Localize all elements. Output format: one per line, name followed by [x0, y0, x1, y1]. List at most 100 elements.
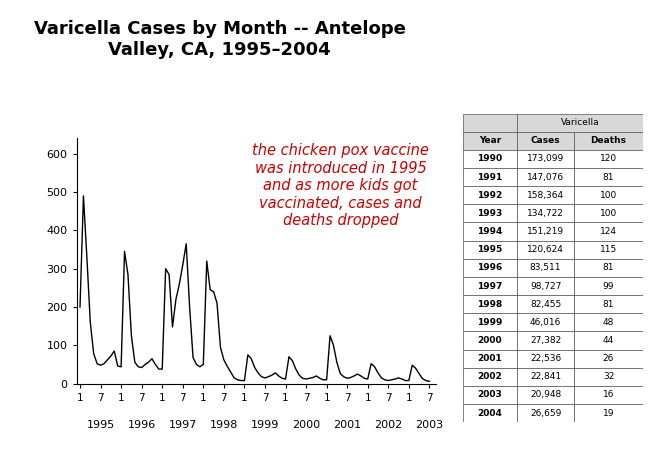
Bar	[517, 350, 574, 368]
Text: Cases: Cases	[531, 136, 560, 145]
Text: 147,076: 147,076	[527, 173, 564, 182]
Text: 1999: 1999	[251, 420, 279, 430]
Bar	[517, 259, 574, 277]
Text: 1996: 1996	[128, 420, 156, 430]
Text: 27,382: 27,382	[530, 336, 561, 345]
Bar	[574, 186, 643, 204]
Text: 1996: 1996	[478, 263, 502, 272]
Text: Deaths: Deaths	[591, 136, 627, 145]
Text: 1995: 1995	[478, 245, 502, 254]
Text: 26: 26	[603, 354, 614, 363]
Bar	[574, 204, 643, 222]
Text: 82,455: 82,455	[530, 300, 561, 309]
Text: 158,364: 158,364	[527, 191, 564, 200]
Text: 100: 100	[600, 191, 617, 200]
Text: 1993: 1993	[478, 209, 502, 218]
Text: 1995: 1995	[87, 420, 115, 430]
Text: the chicken pox vaccine
was introduced in 1995
and as more kids got
vaccinated, : the chicken pox vaccine was introduced i…	[252, 143, 429, 228]
Bar	[517, 386, 574, 404]
Text: 83,511: 83,511	[530, 263, 561, 272]
Text: 1994: 1994	[477, 227, 503, 236]
Text: 173,099: 173,099	[527, 154, 564, 163]
Text: 1992: 1992	[478, 191, 502, 200]
Bar	[463, 222, 517, 241]
Bar	[517, 241, 574, 259]
Bar	[463, 313, 517, 331]
Bar	[574, 277, 643, 295]
Bar	[463, 331, 517, 350]
Text: 2003: 2003	[478, 390, 502, 400]
Bar	[517, 114, 643, 132]
Bar	[517, 132, 574, 150]
Bar	[517, 404, 574, 422]
Text: 81: 81	[603, 263, 614, 272]
Bar	[517, 277, 574, 295]
Bar	[463, 259, 517, 277]
Text: 99: 99	[603, 281, 614, 291]
Bar	[574, 241, 643, 259]
Bar	[574, 313, 643, 331]
Text: 46,016: 46,016	[530, 318, 561, 327]
Text: 120: 120	[600, 154, 617, 163]
Bar	[574, 386, 643, 404]
Text: 2003: 2003	[416, 420, 444, 430]
Bar	[574, 295, 643, 313]
Text: 2001: 2001	[333, 420, 361, 430]
Bar	[574, 404, 643, 422]
Text: 2001: 2001	[478, 354, 502, 363]
Text: 1997: 1997	[477, 281, 503, 291]
Text: 19: 19	[603, 409, 614, 418]
Bar	[463, 150, 517, 168]
Text: 2000: 2000	[478, 336, 502, 345]
Bar	[463, 241, 517, 259]
Text: 1990: 1990	[478, 154, 502, 163]
Bar	[574, 350, 643, 368]
Text: 1999: 1999	[477, 318, 503, 327]
Text: 100: 100	[600, 209, 617, 218]
Bar	[517, 295, 574, 313]
Text: 16: 16	[603, 390, 614, 400]
Bar	[463, 204, 517, 222]
Bar	[463, 114, 517, 132]
Text: 2004: 2004	[478, 409, 502, 418]
Text: 1991: 1991	[478, 173, 502, 182]
Text: 124: 124	[600, 227, 617, 236]
Text: 22,841: 22,841	[530, 372, 561, 381]
Text: 81: 81	[603, 173, 614, 182]
Bar	[574, 259, 643, 277]
Text: 1998: 1998	[478, 300, 502, 309]
Text: 115: 115	[600, 245, 617, 254]
Bar	[463, 186, 517, 204]
Bar	[517, 150, 574, 168]
Bar	[517, 331, 574, 350]
Text: 2000: 2000	[292, 420, 320, 430]
Text: 48: 48	[603, 318, 614, 327]
Text: 32: 32	[603, 372, 614, 381]
Bar	[463, 277, 517, 295]
Bar	[574, 222, 643, 241]
Bar	[463, 386, 517, 404]
Bar	[463, 168, 517, 186]
Bar	[517, 168, 574, 186]
Text: 1997: 1997	[168, 420, 197, 430]
Bar	[463, 350, 517, 368]
Bar	[517, 313, 574, 331]
Bar	[463, 295, 517, 313]
Text: 1998: 1998	[210, 420, 238, 430]
Bar	[574, 132, 643, 150]
Text: 2002: 2002	[374, 420, 402, 430]
Text: 2002: 2002	[478, 372, 502, 381]
Text: 81: 81	[603, 300, 614, 309]
Bar	[517, 368, 574, 386]
Bar	[574, 331, 643, 350]
Text: 151,219: 151,219	[527, 227, 564, 236]
Bar	[574, 168, 643, 186]
Text: Varicella: Varicella	[561, 118, 599, 127]
Text: Varicella Cases by Month -- Antelope
Valley, CA, 1995–2004: Varicella Cases by Month -- Antelope Val…	[34, 20, 406, 59]
Text: Year: Year	[479, 136, 501, 145]
Bar	[463, 132, 517, 150]
Bar	[574, 150, 643, 168]
Text: 26,659: 26,659	[530, 409, 561, 418]
Bar	[574, 368, 643, 386]
Bar	[517, 204, 574, 222]
